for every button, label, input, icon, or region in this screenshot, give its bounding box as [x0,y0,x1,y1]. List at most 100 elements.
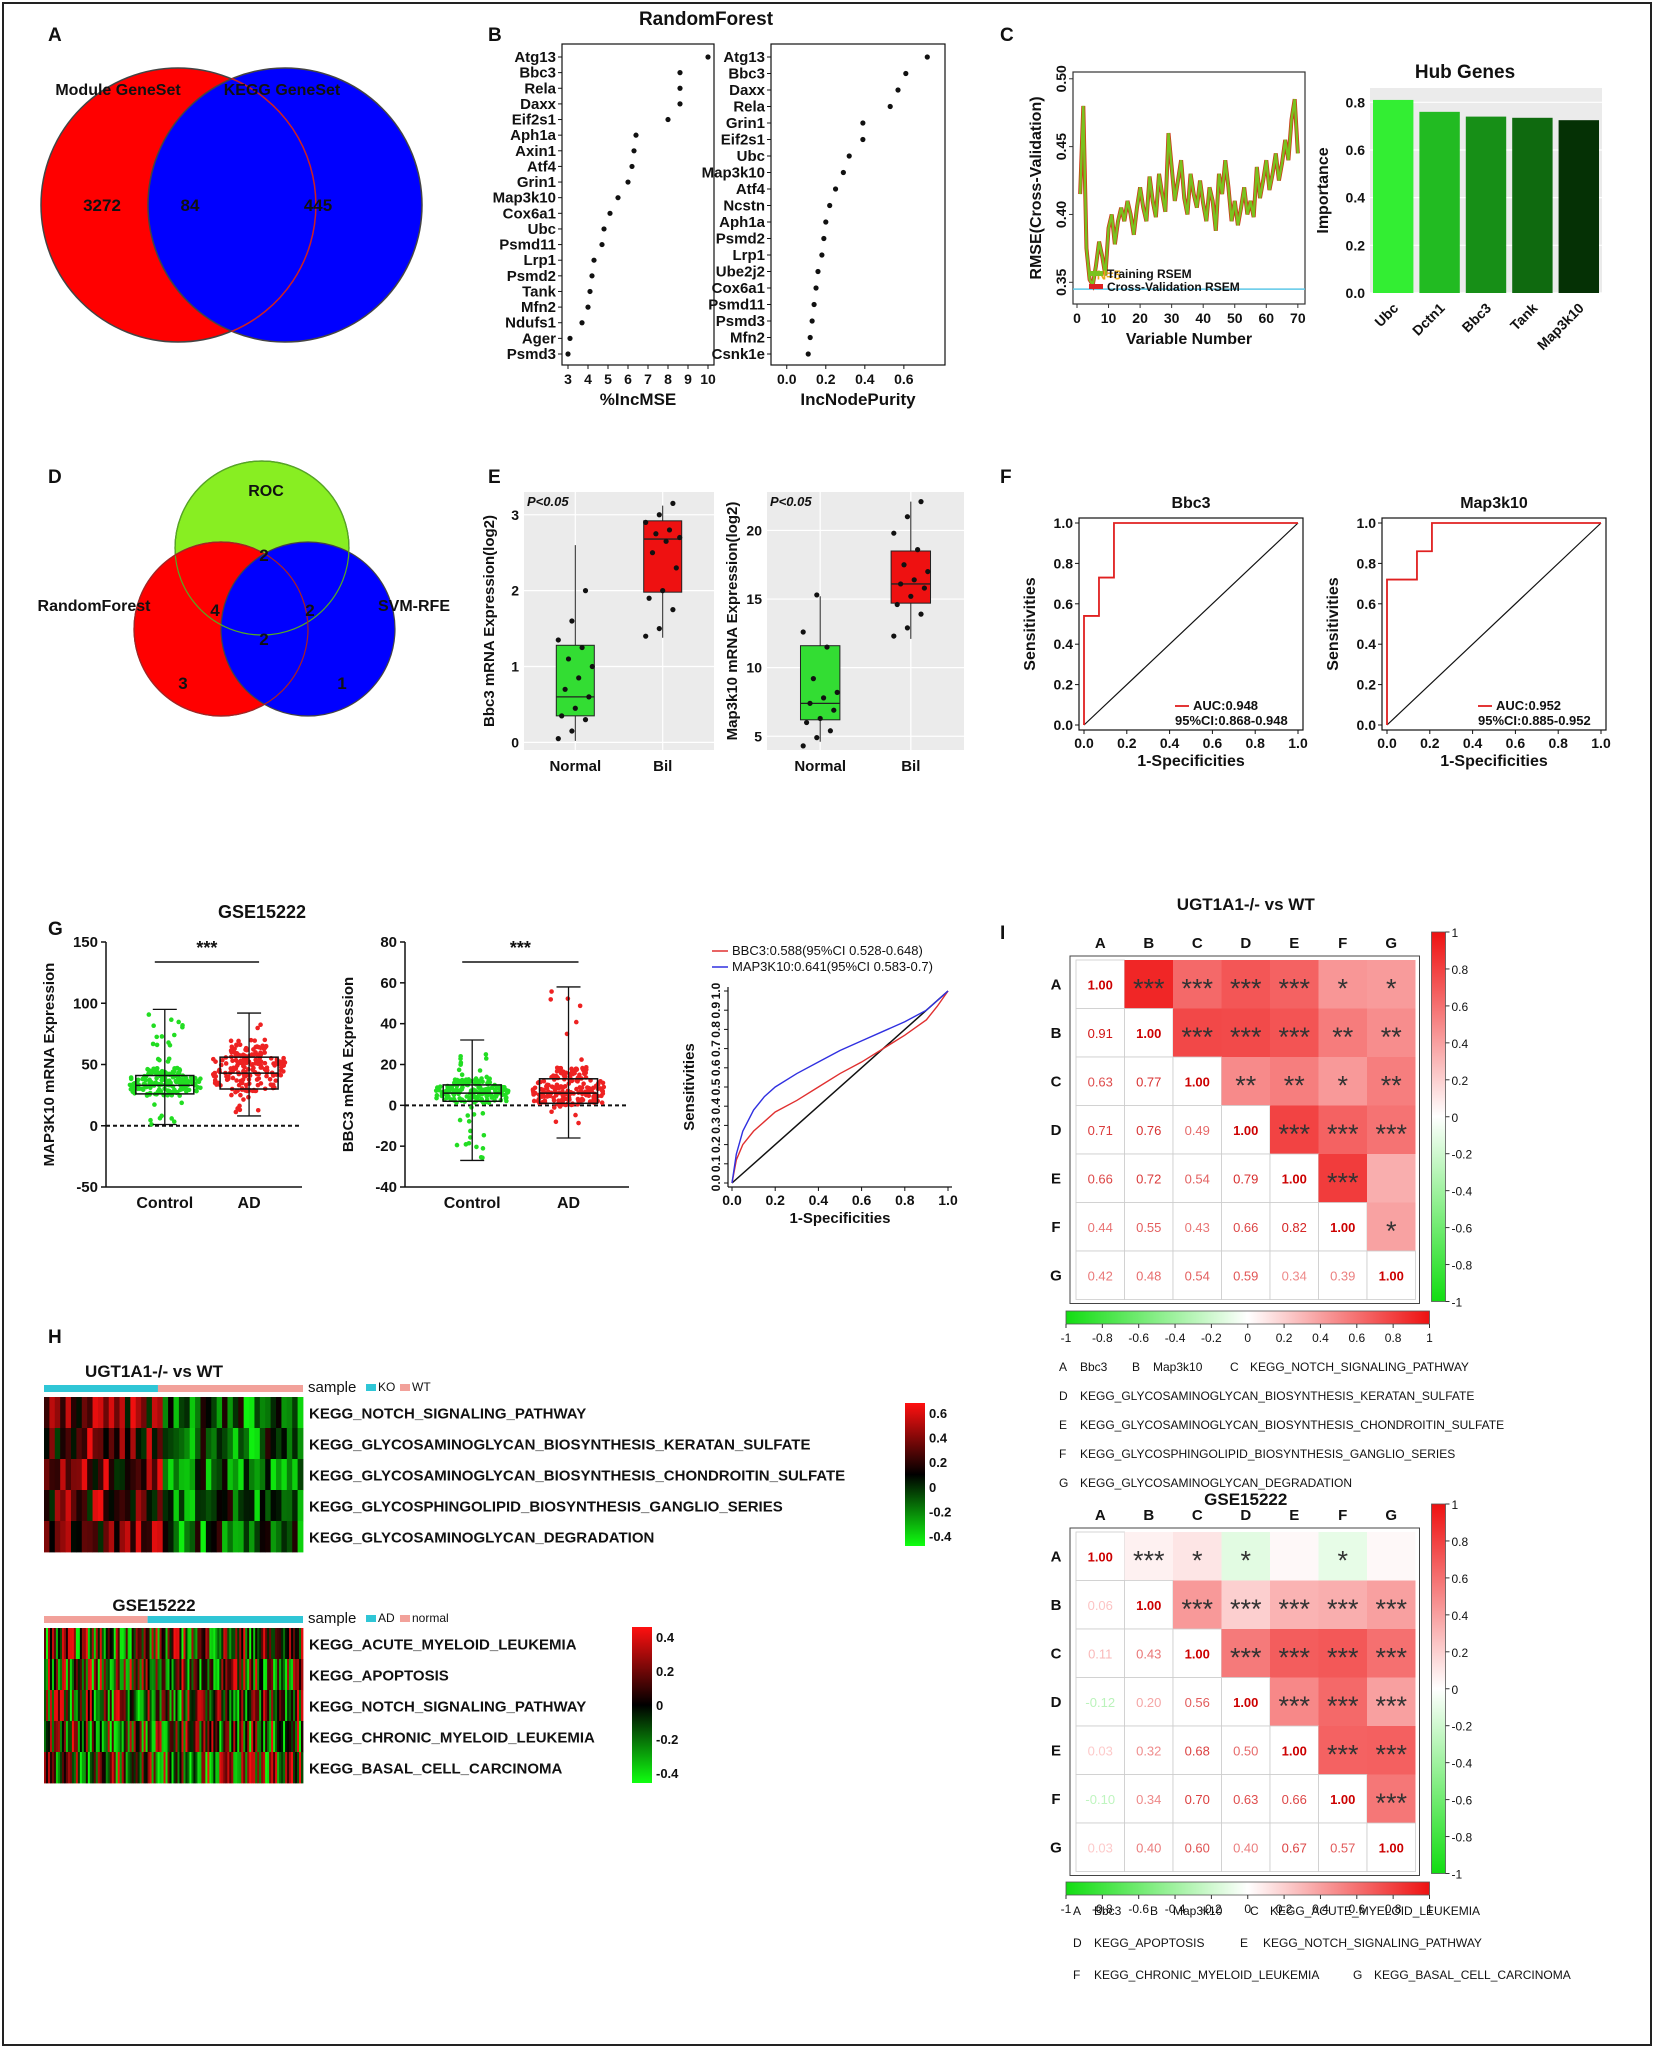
corr-cell-value [1172,1056,1222,1106]
heatmap-cell [291,1752,294,1784]
heatmap-cell [173,1690,176,1722]
col-letter: A [1095,1507,1106,1524]
data-point [834,689,840,695]
heatmap-title: GSE15222 [112,1596,195,1615]
heatmap-cell [146,1428,153,1460]
heatmap-cell [216,1428,223,1460]
gene-tick-label: Bbc3 [519,65,556,82]
x-tick-label: 0.4 [1160,735,1180,751]
gene-tick-label: Ager [522,330,556,347]
heatmap-cell [243,1428,250,1460]
heatmap-cell [177,1752,180,1784]
pvalue-label: P<0.05 [770,494,812,509]
heatmap-cell [261,1628,264,1660]
gene-tick-label: Grin1 [726,115,765,132]
heatmap-cell [168,1459,174,1491]
legend-label: BBC3:0.588(95%CI 0.528-0.648) [732,943,923,958]
heatmap-cell [153,1628,156,1660]
heatmap-cell [49,1659,53,1691]
data-point [656,625,662,632]
heatmap-cell [254,1397,261,1429]
y-tick-label: 100 [73,995,98,1012]
data-point [140,1087,146,1093]
heatmap-cell [146,1397,153,1429]
heatmap-cell [109,1752,113,1784]
corr-cell-value [1124,1580,1174,1630]
heatmap-cell [69,1659,73,1691]
heatmap-cell [93,1690,97,1722]
heatmap-cell [81,1690,85,1722]
heatmap-cell [297,1690,300,1722]
significance-stars: *** [1230,1594,1262,1624]
heatmap-cell [81,1521,88,1553]
heatmap-cell [235,1659,238,1691]
heatmap-cell [125,1659,129,1691]
heatmap-cell [141,1628,145,1660]
heatmap-cell [155,1628,158,1660]
data-point [577,1072,582,1078]
x-axis-label: %IncMSE [600,390,677,409]
key-text: KEGG_ACUTE_MYELOID_LEUKEMIA [1270,1904,1480,1918]
corr-cell-value [1124,1105,1174,1155]
heatmap-cell [153,1721,156,1753]
data-point [536,1080,542,1085]
x-tick-label: 0.4 [1463,735,1483,751]
heatmap-cell [249,1659,252,1691]
heatmap-cell [69,1752,73,1784]
venn-set-label: Module GeneSet [55,82,181,99]
corr-cell-value [1172,1250,1222,1300]
x-tick-label: 0.8 [1245,735,1265,751]
data-point [670,607,676,613]
heatmap-cell [281,1752,284,1784]
corr-cell [1367,1580,1416,1629]
scale-tick-label: 0.2 [929,1455,947,1470]
heatmap-cell [195,1690,198,1722]
x-tick-label: 0.0 [1377,735,1397,751]
gene-tick-label: Psmd2 [716,231,765,248]
heatmap-cell [255,1721,258,1753]
heatmap-cell [219,1659,222,1691]
legend-swatch [366,1615,376,1622]
heatmap-cell [107,1690,111,1722]
y-tick-label: 0.6 [1346,142,1366,158]
heatmap-cell [233,1659,236,1691]
heatmap-cell [105,1690,109,1722]
heatmap-cell [251,1628,254,1660]
heatmap-cell [44,1397,50,1429]
y-axis-label: Sensitivities [681,1043,698,1131]
training-rsem-line [1078,98,1300,289]
significance-stars: * [1337,973,1348,1003]
heatmap-cell [157,1690,160,1722]
corr-cell [1367,1532,1416,1581]
heatmap-cell [227,1721,230,1753]
heatmap-cell [70,1428,77,1460]
heatmap-cell [245,1752,248,1784]
data-point [815,268,821,275]
corr-cell-value [1269,1725,1319,1775]
heatmap-cell [71,1690,75,1722]
heatmap-cell [281,1490,288,1522]
heatmap-cell [114,1459,120,1491]
heatmap-cell [149,1721,152,1753]
x-tick-label: Ubc [1371,300,1401,330]
box [799,645,841,721]
corr-value: 0.76 [1136,1123,1161,1138]
y-tick-label: 0.7 [709,1040,723,1057]
data-point [532,1085,538,1091]
heatmap-cell [55,1659,59,1691]
data-point [631,148,637,154]
heatmap-cell [286,1459,293,1491]
heatmap-cell [89,1721,93,1753]
heatmap-cell [115,1628,119,1660]
col-letter: C [1192,935,1203,952]
data-point [480,1155,485,1161]
data-point [130,1082,135,1088]
data-point [473,1094,478,1100]
heatmap-cell [270,1428,277,1460]
heatmap-cell [189,1721,192,1753]
heatmap-cell [286,1397,293,1429]
heatmap-cell [225,1659,228,1691]
heatmap-cell [215,1628,218,1660]
scale-tick-label: 0.6 [929,1406,947,1421]
